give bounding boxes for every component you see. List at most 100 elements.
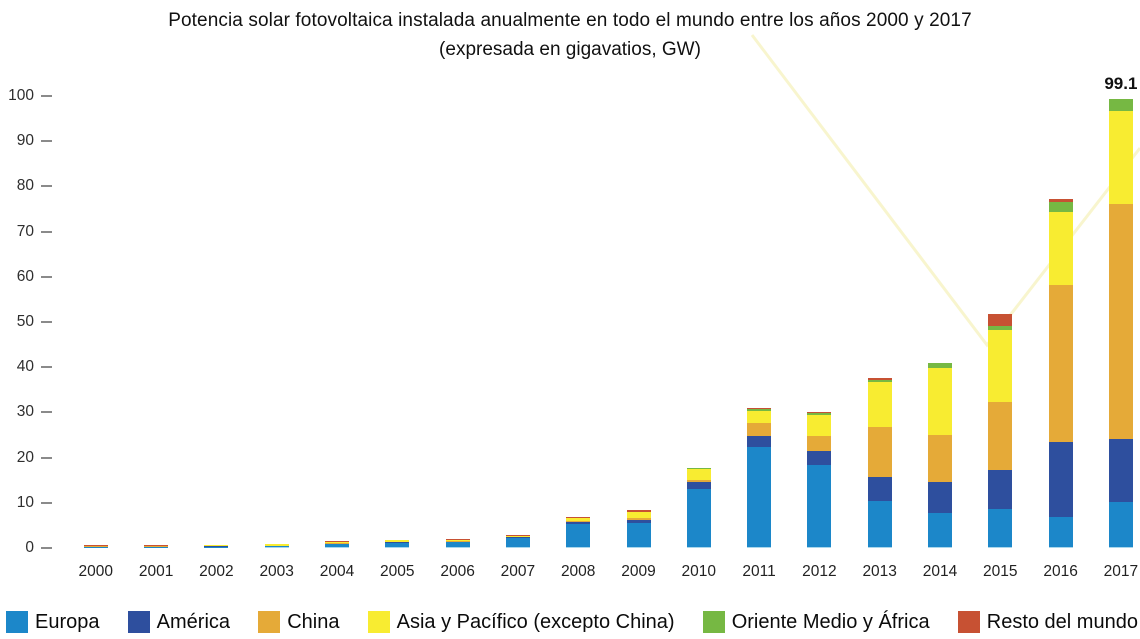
bar-segment-oriente-medio-y-africa <box>686 468 711 469</box>
bar-column-2002 <box>204 544 229 548</box>
legend: Europa América China Asia y Pacífico (excep… <box>6 608 1138 636</box>
bar-segment-resto-del-mundo <box>566 516 591 518</box>
bar-column-2013 <box>867 378 892 548</box>
x-tick-label: 2004 <box>319 563 355 580</box>
bar-segment-america <box>747 435 772 447</box>
x-tick-label: 2003 <box>259 563 294 580</box>
x-tick-label: 2007 <box>500 563 536 580</box>
bar-segment-europa <box>928 512 952 547</box>
bar-segment-asia-y-pacifico-excepto-china <box>988 330 1013 402</box>
bar-column-2001 <box>144 545 169 548</box>
y-tick-mark <box>41 275 52 278</box>
x-tick-label: 2017 <box>1103 563 1139 580</box>
bar-segment-china <box>686 479 711 482</box>
x-tick-label: 2016 <box>1043 563 1078 580</box>
x-tick-label: 2015 <box>983 563 1018 580</box>
y-tick-label: 10 <box>16 493 34 511</box>
y-tick-label: 50 <box>16 313 34 330</box>
bar-segment-europa <box>325 544 349 547</box>
bar-segment-china <box>1048 284 1073 443</box>
x-tick-label: 2006 <box>440 563 475 580</box>
bar-segment-china <box>928 435 952 482</box>
bar-column-2015 <box>988 314 1013 548</box>
legend-label: América <box>156 610 231 633</box>
bar-column-2012 <box>807 411 832 548</box>
bar-segment-oriente-medio-y-africa <box>807 412 832 415</box>
y-tick-mark <box>41 140 52 143</box>
bar-segment-resto-del-mundo <box>1048 199 1073 203</box>
bar-segment-china <box>867 427 892 478</box>
bar-column-2007 <box>505 535 530 548</box>
bar-segment-asia-y-pacifico-excepto-china <box>867 382 892 428</box>
legend-swatch-asia-y-pacifico-excepto-china <box>367 611 390 633</box>
bar-segment-china <box>807 436 832 452</box>
bar-segment-europa <box>505 538 530 547</box>
y-tick-label: 30 <box>16 403 34 421</box>
bar-segment-china <box>626 518 651 521</box>
y-tick-label: 90 <box>16 132 34 150</box>
bar-segment-europa <box>626 523 651 547</box>
bar-segment-america <box>807 451 832 466</box>
y-tick-mark <box>41 501 52 504</box>
bar-segment-america <box>928 481 952 513</box>
legend-label: China <box>287 610 340 633</box>
bar-column-2010 <box>686 467 711 548</box>
chart-subtitle: (expresada en gigavatios, GW) <box>439 39 701 60</box>
bar-segment-resto-del-mundo <box>807 411 832 413</box>
bar-segment-asia-y-pacifico-excepto-china <box>626 512 651 519</box>
x-tick-label: 2002 <box>199 563 234 580</box>
bar-segment-resto-del-mundo <box>867 378 892 381</box>
bar-segment-europa <box>747 446 772 547</box>
legend-item-resto-del-mundo: Resto del mundo <box>957 610 1138 634</box>
bar-segment-oriente-medio-y-africa <box>747 408 772 411</box>
y-tick-label: 80 <box>16 177 34 195</box>
bar-segment-europa <box>566 523 591 547</box>
bar-segment-china <box>566 521 591 523</box>
legend-item-europa: Europa <box>6 611 100 634</box>
x-tick-label: 2000 <box>78 563 114 580</box>
bar-segment-china <box>988 401 1013 471</box>
bar-column-2005 <box>385 540 410 548</box>
bar-column-2000 <box>83 545 108 548</box>
bar-column-2008 <box>566 516 591 548</box>
legend-label: Resto del mundo <box>986 610 1138 633</box>
x-tick-label: 2009 <box>621 563 656 580</box>
bar-segment-america <box>566 522 591 524</box>
bar-segment-asia-y-pacifico-excepto-china <box>686 468 711 480</box>
bar-value-label: 99.1 <box>1104 74 1138 94</box>
bar-segment-asia-y-pacifico-excepto-china <box>264 544 289 546</box>
legend-swatch-oriente-medio-y-africa <box>702 611 725 633</box>
y-tick-label: 70 <box>16 222 34 240</box>
y-tick-mark <box>41 547 52 549</box>
bar-segment-europa <box>686 488 711 547</box>
chart-title: Potencia solar fotovoltaica instalada an… <box>168 10 972 31</box>
y-tick-mark <box>41 411 52 414</box>
bar-segment-china <box>747 423 772 436</box>
bar-segment-oriente-medio-y-africa <box>928 363 952 369</box>
bar-segment-europa <box>445 542 470 547</box>
x-tick-label: 2005 <box>380 563 415 580</box>
bar-segment-europa <box>867 500 892 547</box>
legend-label: Europa <box>35 610 100 633</box>
bar-segment-america <box>686 481 711 489</box>
x-tick-label: 2008 <box>560 563 596 580</box>
bar-segment-asia-y-pacifico-excepto-china <box>928 368 952 436</box>
bar-column-2016 <box>1048 199 1073 548</box>
bar-segment-oriente-medio-y-africa <box>988 325 1013 331</box>
bar-segment-america <box>1108 439 1133 503</box>
x-tick-label: 2001 <box>138 563 174 580</box>
bar-segment-europa <box>1108 502 1133 547</box>
bar-segment-asia-y-pacifico-excepto-china <box>747 410 772 424</box>
bar-segment-asia-y-pacifico-excepto-china <box>385 540 410 542</box>
x-tick-label: 2014 <box>922 563 958 580</box>
y-tick-mark <box>41 366 52 369</box>
legend-swatch-china <box>258 611 281 633</box>
legend-label: Oriente Medio y África <box>731 610 930 633</box>
bar-segment-asia-y-pacifico-excepto-china <box>807 414 832 437</box>
bar-segment-oriente-medio-y-africa <box>1108 99 1133 111</box>
bar-segment-oriente-medio-y-africa <box>867 380 892 383</box>
y-tick-label: 100 <box>8 87 34 104</box>
x-tick-label: 2012 <box>802 563 837 580</box>
bar-segment-europa <box>807 465 832 547</box>
